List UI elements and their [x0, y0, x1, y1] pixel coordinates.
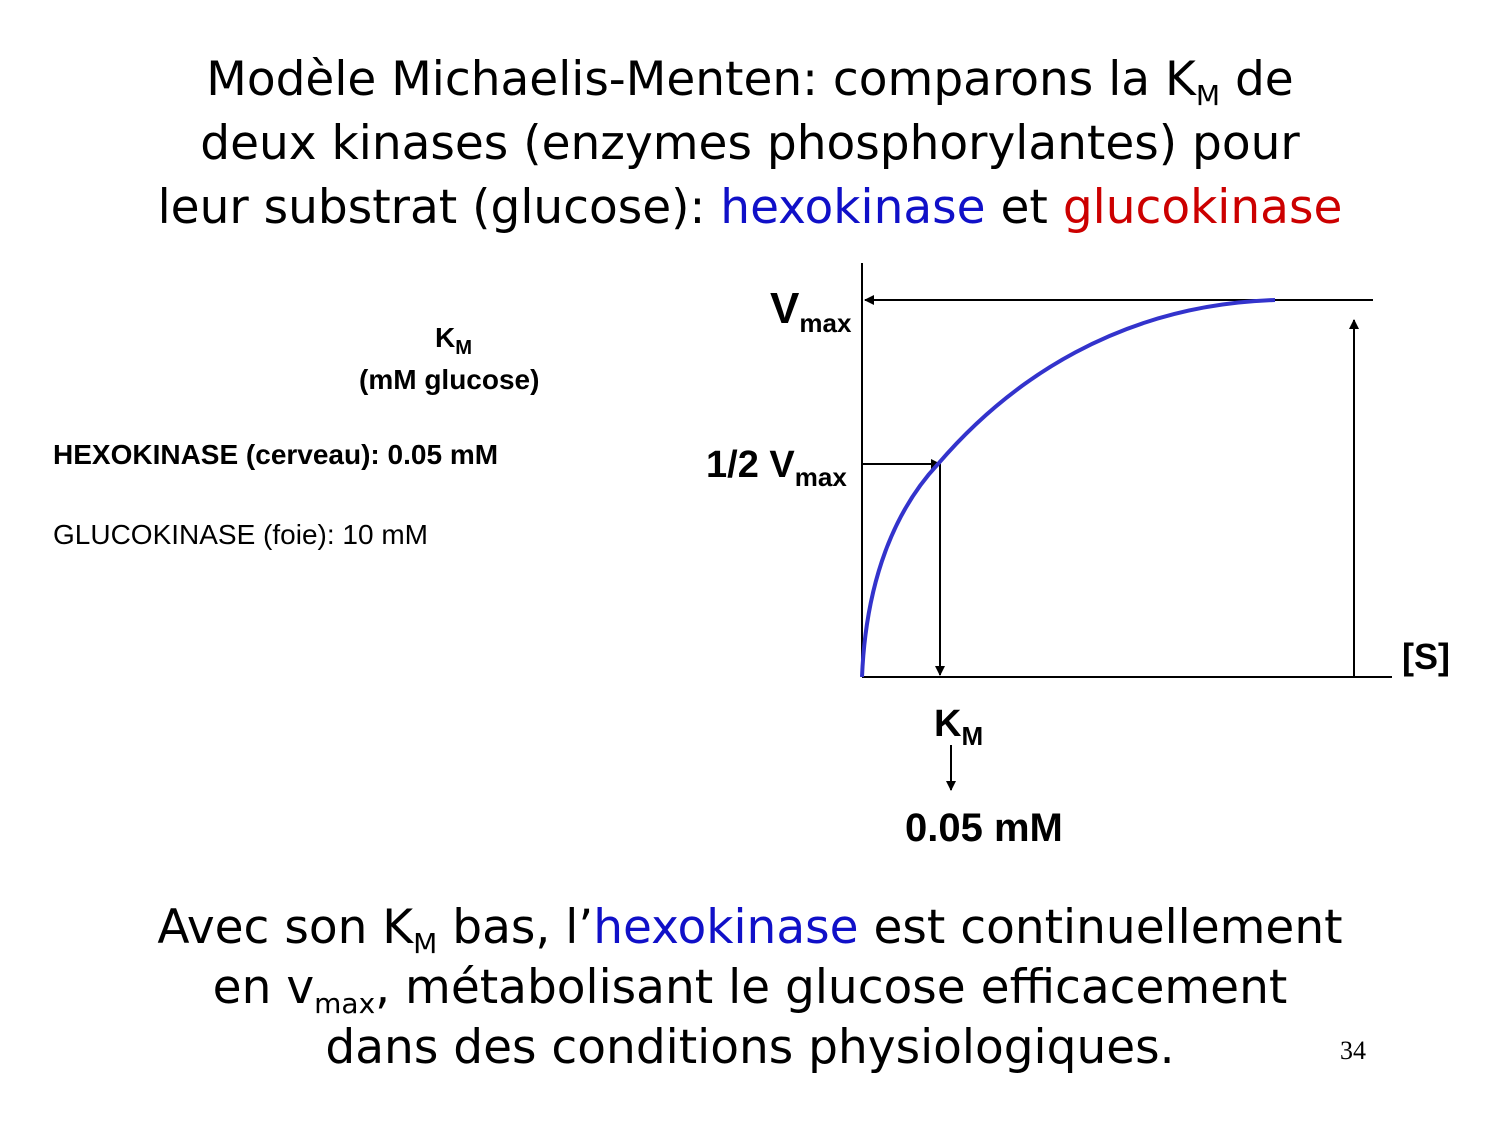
conclusion-line-2: en vmax, métabolisant le glucose efficac… — [212, 960, 1288, 1020]
title-line-1: Modèle Michaelis-Menten: comparons la KM… — [206, 52, 1294, 112]
vmax-label: Vmax — [770, 284, 852, 339]
title-line-2: deux kinases (enzymes phosphorylantes) p… — [200, 116, 1300, 171]
km-unit-header: (mM glucose) — [359, 364, 540, 395]
hexokinase-word: hexokinase — [720, 180, 986, 235]
conclusion-text: Avec son KM bas, l’hexokinase est contin… — [0, 898, 1500, 1078]
mm-curve — [860, 298, 1276, 678]
glucokinase-km-row: GLUCOKINASE (foie): 10 mM — [53, 519, 428, 550]
hexokinase-km-row: HEXOKINASE (cerveau): 0.05 mM — [53, 439, 499, 470]
conclusion-line-3: dans des conditions physiologiques. — [325, 1020, 1175, 1075]
km-label: KM — [934, 703, 984, 752]
km-header: KM — [435, 322, 473, 360]
half-vmax-label: 1/2 Vmax — [706, 444, 847, 493]
conclusion-line-1: Avec son KM bas, l’hexokinase est contin… — [157, 900, 1343, 960]
km-value: 0.05 mM — [905, 806, 1063, 850]
x-axis-label: [S] — [1402, 636, 1450, 677]
title-line-3: leur substrat (glucose): hexokinase et g… — [157, 180, 1343, 235]
page-number: 34 — [1340, 1036, 1366, 1065]
slide-title: Modèle Michaelis-Menten: comparons la KM… — [0, 48, 1500, 240]
glucokinase-word: glucokinase — [1062, 180, 1343, 235]
